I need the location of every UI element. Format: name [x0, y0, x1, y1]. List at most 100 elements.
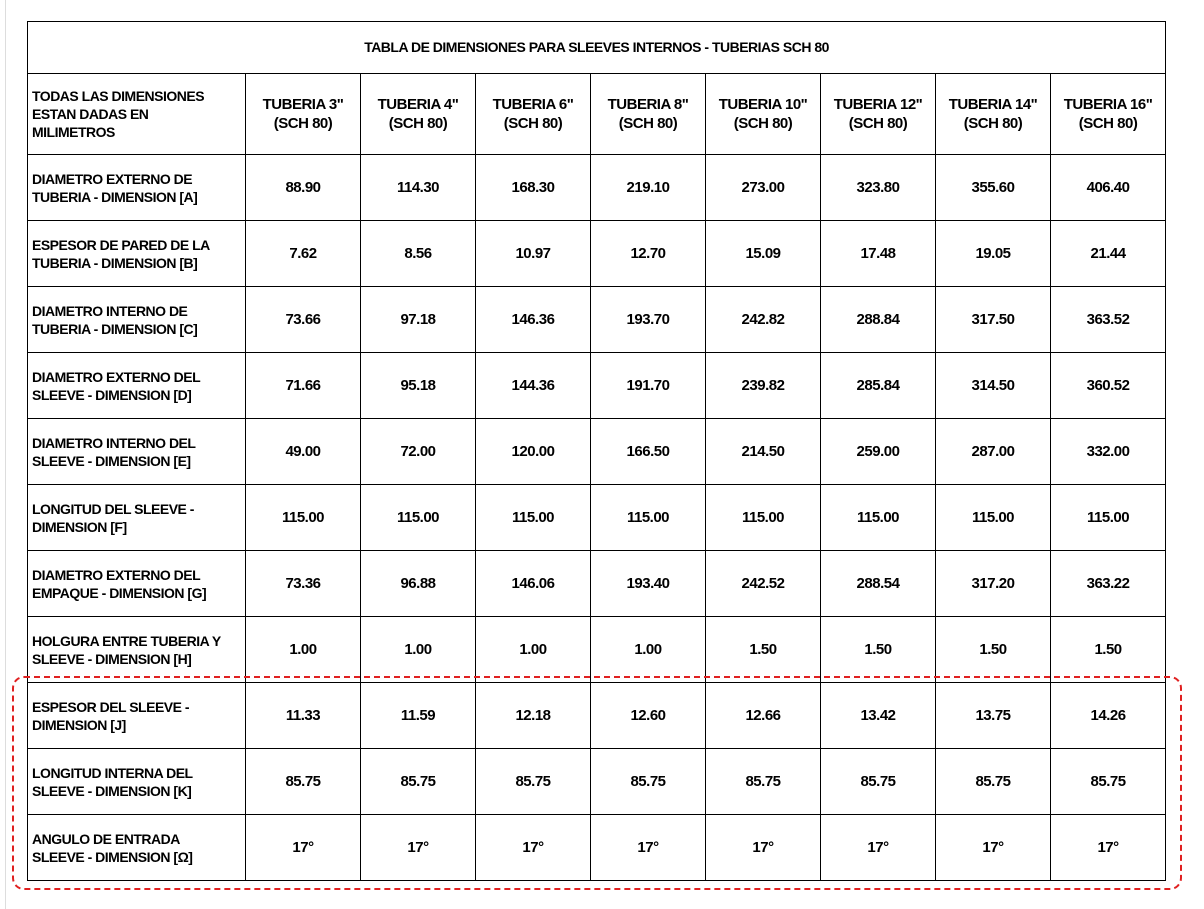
- data-row: ANGULO DE ENTRADA SLEEVE - DIMENSION [Ω]…: [27, 814, 1167, 881]
- cell-value: 17°: [705, 814, 821, 881]
- cell-value: 115.00: [935, 484, 1051, 551]
- cell-value: 242.82: [705, 286, 821, 353]
- cell-value: 323.80: [820, 154, 936, 221]
- cell-value: 85.75: [360, 748, 476, 815]
- row-label: DIAMETRO INTERNO DEL SLEEVE - DIMENSION …: [27, 418, 246, 485]
- cell-value: 17°: [590, 814, 706, 881]
- dimension-table: TABLA DE DIMENSIONES PARA SLEEVES INTERN…: [26, 21, 1167, 881]
- row-label: ESPESOR DE PARED DE LA TUBERIA - DIMENSI…: [27, 220, 246, 287]
- cell-value: 191.70: [590, 352, 706, 419]
- cell-value: 49.00: [245, 418, 361, 485]
- cell-value: 8.56: [360, 220, 476, 287]
- cell-value: 85.75: [475, 748, 591, 815]
- cell-value: 288.84: [820, 286, 936, 353]
- cell-value: 332.00: [1049, 418, 1167, 485]
- column-header: TUBERIA 10" (SCH 80): [705, 73, 821, 155]
- cell-value: 168.30: [475, 154, 591, 221]
- cell-value: 115.00: [245, 484, 361, 551]
- cell-value: 12.70: [590, 220, 706, 287]
- header-label: TODAS LAS DIMENSIONES ESTAN DADAS EN MIL…: [27, 73, 246, 155]
- data-row: HOLGURA ENTRE TUBERIA Y SLEEVE - DIMENSI…: [27, 616, 1167, 683]
- cell-value: 115.00: [705, 484, 821, 551]
- title-row: TABLA DE DIMENSIONES PARA SLEEVES INTERN…: [26, 21, 1167, 74]
- cell-value: 7.62: [245, 220, 361, 287]
- column-header: TUBERIA 14" (SCH 80): [935, 73, 1051, 155]
- cell-value: 85.75: [820, 748, 936, 815]
- cell-value: 1.50: [820, 616, 936, 683]
- cell-value: 12.60: [590, 682, 706, 749]
- column-header: TUBERIA 16" (SCH 80): [1049, 73, 1167, 155]
- data-row: DIAMETRO INTERNO DE TUBERIA - DIMENSION …: [27, 286, 1167, 353]
- row-label: DIAMETRO EXTERNO DE TUBERIA - DIMENSION …: [27, 154, 246, 221]
- cell-value: 85.75: [705, 748, 821, 815]
- column-header: TUBERIA 3" (SCH 80): [245, 73, 361, 155]
- cell-value: 193.70: [590, 286, 706, 353]
- row-label: DIAMETRO EXTERNO DEL EMPAQUE - DIMENSION…: [27, 550, 246, 617]
- cell-value: 17°: [935, 814, 1051, 881]
- cell-value: 115.00: [475, 484, 591, 551]
- column-header: TUBERIA 12" (SCH 80): [820, 73, 936, 155]
- cell-value: 96.88: [360, 550, 476, 617]
- cell-value: 193.40: [590, 550, 706, 617]
- cell-value: 285.84: [820, 352, 936, 419]
- cell-value: 11.59: [360, 682, 476, 749]
- data-row: ESPESOR DEL SLEEVE - DIMENSION [J] 11.33 1…: [27, 682, 1167, 749]
- cell-value: 259.00: [820, 418, 936, 485]
- cell-value: 73.36: [245, 550, 361, 617]
- cell-value: 273.00: [705, 154, 821, 221]
- cell-value: 13.75: [935, 682, 1051, 749]
- cell-value: 1.50: [935, 616, 1051, 683]
- cell-value: 363.52: [1049, 286, 1167, 353]
- data-row: DIAMETRO EXTERNO DE TUBERIA - DIMENSION …: [27, 154, 1167, 221]
- data-row: ESPESOR DE PARED DE LA TUBERIA - DIMENSI…: [27, 220, 1167, 287]
- cell-value: 12.66: [705, 682, 821, 749]
- cell-value: 85.75: [590, 748, 706, 815]
- cell-value: 17.48: [820, 220, 936, 287]
- cell-value: 73.66: [245, 286, 361, 353]
- row-label: LONGITUD INTERNA DEL SLEEVE - DIMENSION …: [27, 748, 246, 815]
- cell-value: 1.50: [705, 616, 821, 683]
- cell-value: 144.36: [475, 352, 591, 419]
- cell-value: 360.52: [1049, 352, 1167, 419]
- data-row: DIAMETRO EXTERNO DEL EMPAQUE - DIMENSION…: [27, 550, 1167, 617]
- cell-value: 115.00: [360, 484, 476, 551]
- cell-value: 17°: [475, 814, 591, 881]
- cell-value: 85.75: [245, 748, 361, 815]
- cell-value: 166.50: [590, 418, 706, 485]
- cell-value: 1.00: [360, 616, 476, 683]
- cell-value: 239.82: [705, 352, 821, 419]
- cell-value: 88.90: [245, 154, 361, 221]
- edge-line: [5, 0, 6, 909]
- cell-value: 95.18: [360, 352, 476, 419]
- cell-value: 314.50: [935, 352, 1051, 419]
- row-label: DIAMETRO INTERNO DE TUBERIA - DIMENSION …: [27, 286, 246, 353]
- data-row: LONGITUD DEL SLEEVE - DIMENSION [F] 115.0…: [27, 484, 1167, 551]
- row-label: LONGITUD DEL SLEEVE - DIMENSION [F]: [27, 484, 246, 551]
- header-row: TODAS LAS DIMENSIONES ESTAN DADAS EN MIL…: [27, 73, 1167, 155]
- cell-value: 287.00: [935, 418, 1051, 485]
- cell-value: 1.00: [590, 616, 706, 683]
- cell-value: 97.18: [360, 286, 476, 353]
- cell-value: 115.00: [590, 484, 706, 551]
- cell-value: 1.00: [475, 616, 591, 683]
- cell-value: 115.00: [820, 484, 936, 551]
- cell-value: 219.10: [590, 154, 706, 221]
- cell-value: 355.60: [935, 154, 1051, 221]
- row-label: ANGULO DE ENTRADA SLEEVE - DIMENSION [Ω]: [27, 814, 246, 881]
- cell-value: 85.75: [935, 748, 1051, 815]
- cell-value: 14.26: [1049, 682, 1167, 749]
- cell-value: 10.97: [475, 220, 591, 287]
- cell-value: 146.36: [475, 286, 591, 353]
- cell-value: 214.50: [705, 418, 821, 485]
- data-row: DIAMETRO INTERNO DEL SLEEVE - DIMENSION …: [27, 418, 1167, 485]
- column-header: TUBERIA 8" (SCH 80): [590, 73, 706, 155]
- cell-value: 406.40: [1049, 154, 1167, 221]
- cell-value: 21.44: [1049, 220, 1167, 287]
- cell-value: 15.09: [705, 220, 821, 287]
- cell-value: 11.33: [245, 682, 361, 749]
- cell-value: 12.18: [475, 682, 591, 749]
- cell-value: 120.00: [475, 418, 591, 485]
- row-label: DIAMETRO EXTERNO DEL SLEEVE - DIMENSION …: [27, 352, 246, 419]
- cell-value: 317.50: [935, 286, 1051, 353]
